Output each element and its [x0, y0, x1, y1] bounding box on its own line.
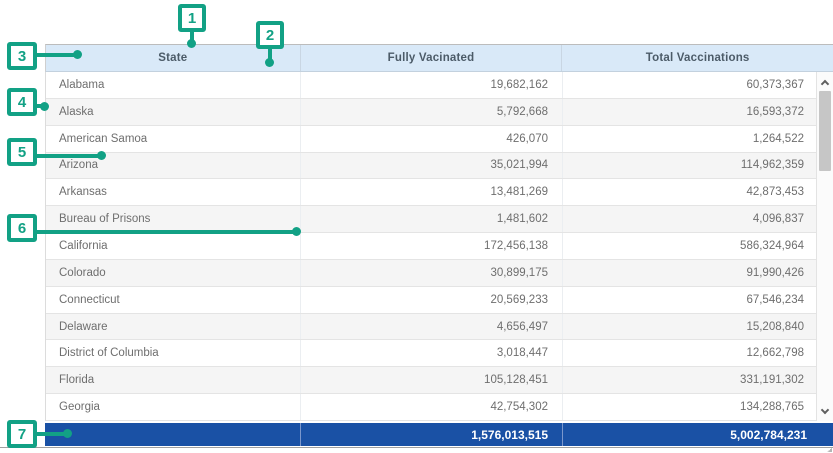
- column-header-total-vaccinations[interactable]: Total Vaccinations: [645, 52, 750, 64]
- scroll-down-button[interactable]: [817, 403, 833, 419]
- table-row[interactable]: California 172,456,138 586,324,964: [46, 233, 816, 260]
- cell-total-vaccinations: 134,288,765: [740, 401, 804, 414]
- table-row[interactable]: Florida 105,128,451 331,191,302: [46, 367, 816, 395]
- callout-6-marker: 6: [7, 214, 37, 242]
- callout-5-connector: [36, 154, 99, 158]
- cell-state: Bureau of Prisons: [46, 206, 301, 233]
- cell-total-vaccinations: 16,593,372: [746, 105, 804, 118]
- total-fully-vaccinated: 1,576,013,515: [300, 423, 562, 446]
- cell-state: Alabama: [46, 72, 301, 98]
- table-total-row: 1,576,013,515 5,002,784,231: [45, 423, 833, 446]
- table-body: Alabama 19,682,162 60,373,367 Alaska 5,7…: [45, 72, 833, 421]
- cell-state: Alaska: [46, 98, 301, 125]
- callout-4-dot: [40, 102, 49, 111]
- callout-3-marker: 3: [7, 42, 37, 70]
- cell-fully-vaccinated: 172,456,138: [301, 233, 563, 259]
- callout-1-connector: [190, 30, 194, 42]
- scrollbar-thumb[interactable]: [819, 91, 831, 171]
- cell-state: Colorado: [46, 259, 301, 286]
- cell-total-vaccinations: 15,208,840: [746, 320, 804, 333]
- cell-fully-vaccinated: 42,754,302: [301, 394, 563, 420]
- callout-4-marker: 4: [7, 88, 37, 116]
- callout-3-connector: [36, 53, 76, 57]
- callout-6-dot: [292, 227, 301, 236]
- vertical-scrollbar[interactable]: [816, 72, 833, 421]
- callout-1-marker: 1: [178, 4, 206, 32]
- callout-5-dot: [97, 151, 106, 160]
- cell-total-vaccinations: 114,962,359: [740, 159, 804, 172]
- cell-total-vaccinations: 586,324,964: [740, 239, 804, 252]
- scroll-up-button[interactable]: [817, 74, 833, 90]
- panel-bottom-border: [0, 447, 833, 448]
- table-row[interactable]: Arkansas 13,481,269 42,873,453: [46, 179, 816, 207]
- table-row[interactable]: American Samoa 426,070 1,264,522: [46, 125, 816, 153]
- column-header-fully-vaccinated[interactable]: Fully Vacinated: [301, 45, 563, 71]
- table-row[interactable]: Alabama 19,682,162 60,373,367: [46, 72, 816, 99]
- table-row[interactable]: Connecticut 20,569,233 67,546,234: [46, 286, 816, 314]
- cell-fully-vaccinated: 19,682,162: [301, 72, 563, 98]
- cell-state: Connecticut: [46, 286, 301, 313]
- callout-3-dot: [73, 50, 82, 59]
- cell-state: Arizona: [46, 152, 301, 179]
- cell-fully-vaccinated: 3,018,447: [301, 340, 563, 367]
- cell-state: Arkansas: [46, 179, 301, 206]
- chevron-up-icon: [820, 79, 830, 89]
- callout-2-connector: [268, 47, 272, 61]
- table-header-row: State Fully Vacinated Total Vaccinations: [45, 44, 833, 72]
- callout-7-connector: [36, 432, 65, 436]
- column-header-state[interactable]: State: [46, 45, 301, 71]
- cell-fully-vaccinated: 5,792,668: [301, 98, 563, 125]
- total-empty-cell: [45, 423, 300, 446]
- cell-fully-vaccinated: 13,481,269: [301, 179, 563, 206]
- cell-total-vaccinations: 12,662,798: [746, 347, 804, 360]
- cell-total-vaccinations: 4,096,837: [752, 213, 804, 226]
- cell-total-vaccinations: 331,191,302: [740, 374, 804, 387]
- table-row[interactable]: Alaska 5,792,668 16,593,372: [46, 98, 816, 126]
- cell-total-vaccinations: 67,546,234: [746, 293, 804, 306]
- table-row[interactable]: Bureau of Prisons 1,481,602 4,096,837: [46, 206, 816, 234]
- callout-1-dot: [187, 39, 196, 48]
- cell-fully-vaccinated: 105,128,451: [301, 367, 563, 394]
- table-row[interactable]: District of Columbia 3,018,447 12,662,79…: [46, 340, 816, 368]
- table-row[interactable]: Delaware 4,656,497 15,208,840: [46, 313, 816, 341]
- callout-2-marker: 2: [256, 21, 284, 49]
- table-row[interactable]: Georgia 42,754,302 134,288,765: [46, 394, 816, 421]
- cell-fully-vaccinated: 4,656,497: [301, 313, 563, 340]
- cell-state: California: [46, 233, 301, 259]
- cell-state: American Samoa: [46, 125, 301, 152]
- cell-fully-vaccinated: 30,899,175: [301, 259, 563, 286]
- chevron-down-icon: [820, 405, 830, 415]
- callout-5-marker: 5: [7, 138, 37, 166]
- table-row[interactable]: Colorado 30,899,175 91,990,426: [46, 259, 816, 287]
- cell-fully-vaccinated: 20,569,233: [301, 286, 563, 313]
- cell-total-vaccinations: 1,264,522: [752, 132, 804, 145]
- cell-fully-vaccinated: 35,021,994: [301, 152, 563, 179]
- scrollbar-corner-grip: [826, 448, 832, 452]
- callout-6-connector: [36, 230, 293, 234]
- cell-state: Delaware: [46, 313, 301, 340]
- cell-state: District of Columbia: [46, 340, 301, 367]
- total-all-vaccinations: 5,002,784,231: [562, 423, 833, 446]
- cell-fully-vaccinated: 1,481,602: [301, 206, 563, 233]
- vaccination-table: State Fully Vacinated Total Vaccinations…: [45, 44, 833, 446]
- cell-fully-vaccinated: 426,070: [301, 125, 563, 152]
- table-row[interactable]: Arizona 35,021,994 114,962,359: [46, 152, 816, 180]
- callout-7-marker: 7: [7, 420, 37, 448]
- cell-state: Georgia: [46, 394, 301, 420]
- cell-total-vaccinations: 60,373,367: [746, 78, 804, 91]
- callout-2-dot: [265, 58, 274, 67]
- callout-7-dot: [63, 429, 72, 438]
- cell-total-vaccinations: 42,873,453: [746, 186, 804, 199]
- cell-total-vaccinations: 91,990,426: [746, 266, 804, 279]
- cell-state: Florida: [46, 367, 301, 394]
